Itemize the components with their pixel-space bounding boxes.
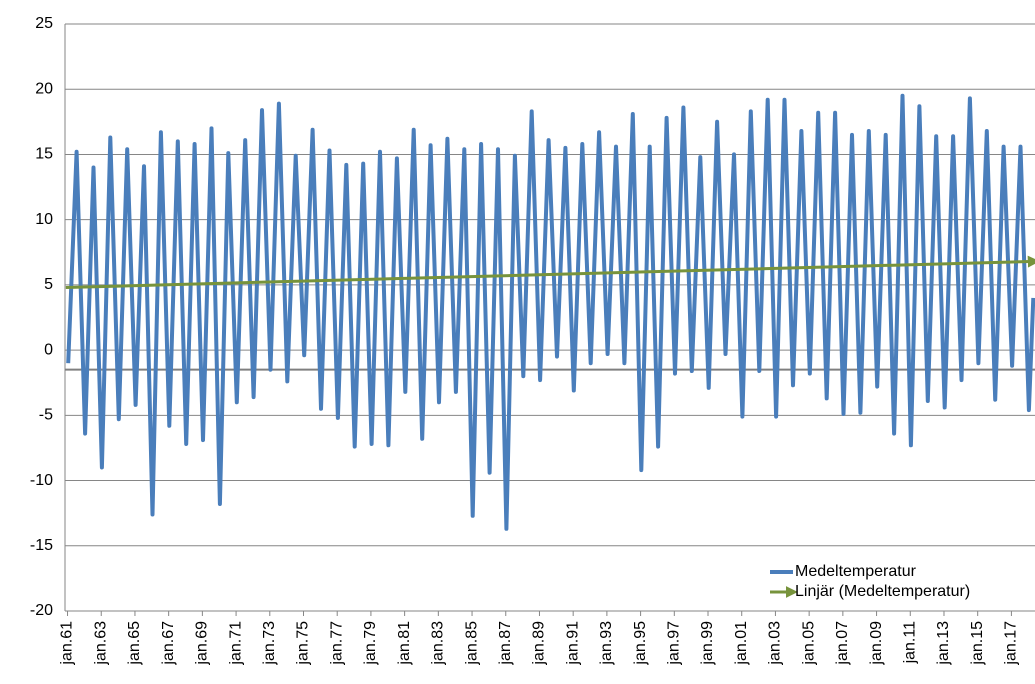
x-tick-label: jan.75 [295, 621, 312, 666]
x-tick-label: jan.01 [733, 621, 750, 666]
x-tick-label: jan.17 [1003, 621, 1020, 666]
x-tick-label: jan.05 [800, 621, 817, 666]
legend-label: Medeltemperatur [795, 563, 917, 580]
x-tick-label: jan.73 [261, 621, 278, 666]
y-tick-label: 0 [44, 341, 53, 358]
y-tick-label: -5 [39, 407, 53, 424]
x-tick-label: jan.89 [531, 621, 548, 666]
x-tick-label: jan.61 [59, 621, 76, 666]
series-line [65, 255, 1035, 289]
y-tick-label: 15 [35, 146, 53, 163]
x-tick-label: jan.93 [598, 621, 615, 666]
x-tick-label: jan.11 [901, 621, 918, 665]
y-tick-label: -15 [30, 537, 53, 554]
x-tick-label: jan.77 [328, 621, 345, 666]
y-tick-label: -10 [30, 472, 53, 489]
x-tick-label: jan.81 [396, 621, 413, 666]
plot [65, 93, 1035, 531]
legend-label: Linjär (Medeltemperatur) [795, 583, 970, 600]
x-tick-label: jan.07 [834, 621, 851, 666]
x-tick-label: jan.79 [362, 621, 379, 666]
x-tick-label: jan.63 [92, 621, 109, 666]
x-tick-label: jan.65 [126, 621, 143, 666]
x-tick-label: jan.13 [935, 621, 952, 666]
x-tick-label: jan.95 [632, 621, 649, 666]
x-tick-label: jan.67 [160, 621, 177, 666]
x-tick-label: jan.09 [868, 621, 885, 666]
x-tick-label: jan.87 [497, 621, 514, 666]
y-tick-label: 10 [35, 211, 53, 228]
x-tick-label: jan.83 [430, 621, 447, 666]
y-tick-label: -20 [30, 602, 53, 619]
x-tick-label: jan.03 [767, 621, 784, 666]
y-tick-label: 20 [35, 80, 53, 97]
x-tick-label: jan.71 [227, 621, 244, 666]
x-tick-label: jan.69 [194, 621, 211, 666]
x-tick-label: jan.15 [969, 621, 986, 666]
legend: Medeltemperatur Linjär (Medeltemperatur) [770, 563, 970, 600]
x-tick-label: jan.97 [666, 621, 683, 666]
x-tick-label: jan.85 [463, 621, 480, 666]
x-tick-label: jan.91 [564, 621, 581, 666]
y-tick-label: 5 [44, 276, 53, 293]
x-tick-label: jan.99 [699, 621, 716, 666]
y-tick-label: 25 [35, 15, 53, 32]
series-line [66, 93, 1035, 531]
